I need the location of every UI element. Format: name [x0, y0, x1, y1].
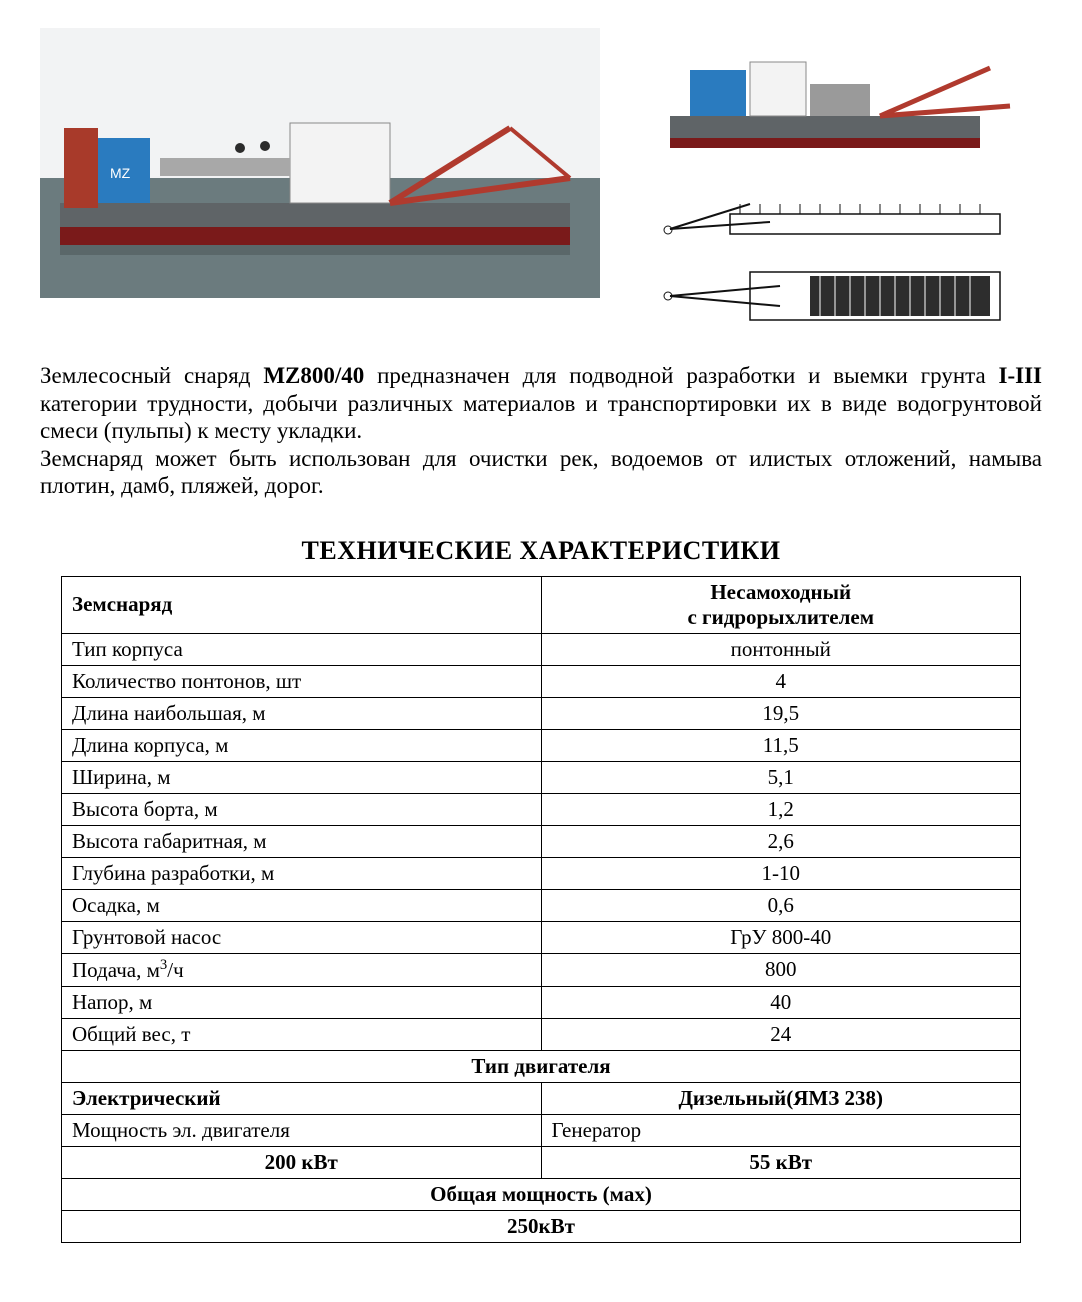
spec-label: Глубина разработки, м — [62, 857, 542, 889]
spec-value: 2,6 — [541, 825, 1021, 857]
header-right-line1: Несамоходный — [710, 580, 851, 604]
spec-label: Тип корпуса — [62, 633, 542, 665]
spec-value: 1,2 — [541, 793, 1021, 825]
model-name: MZ800/40 — [263, 363, 364, 388]
spec-value: 40 — [541, 986, 1021, 1018]
engine-type-header: Тип двигателя — [62, 1050, 1021, 1082]
spec-label: Грунтовой насос — [62, 921, 542, 953]
spec-label: Подача, м3/ч — [62, 953, 542, 986]
spec-value: ГрУ 800-40 — [541, 921, 1021, 953]
spec-value: 5,1 — [541, 761, 1021, 793]
engine-diesel-label: Дизельный(ЯМЗ 238) — [541, 1082, 1021, 1114]
category: I-III — [999, 363, 1042, 388]
desc-text: предназначен для подводной разработки и … — [364, 363, 998, 388]
spec-value: 1-10 — [541, 857, 1021, 889]
spec-value: 11,5 — [541, 729, 1021, 761]
spec-value: 4 — [541, 665, 1021, 697]
description-paragraphs: Землесосный снаряд MZ800/40 предназначен… — [40, 362, 1042, 500]
table-header-right: Несамоходный с гидрорыхлителем — [541, 576, 1021, 633]
spec-value: 19,5 — [541, 697, 1021, 729]
total-power-header: Общая мощность (мах) — [62, 1178, 1021, 1210]
dredger-render — [630, 28, 1030, 168]
section-title: ТЕХНИЧЕСКИЕ ХАРАКТЕРИСТИКИ — [40, 536, 1042, 566]
spec-label: Общий вес, т — [62, 1018, 542, 1050]
spec-value: 24 — [541, 1018, 1021, 1050]
table-header-left: Земснаряд — [62, 576, 542, 633]
desc-text: категории трудности, добычи различных ма… — [40, 391, 1042, 444]
spec-label: Высота габаритная, м — [62, 825, 542, 857]
spec-value: 0,6 — [541, 889, 1021, 921]
image-row: MZ — [40, 28, 1042, 336]
dredger-photo: MZ — [40, 28, 600, 298]
spec-label: Высота борта, м — [62, 793, 542, 825]
desc-text: Землесосный снаряд — [40, 363, 263, 388]
power-electric: 200 кВт — [62, 1146, 542, 1178]
header-right-line2: с гидрорыхлителем — [687, 605, 874, 629]
spec-value: 800 — [541, 953, 1021, 986]
spec-label: Количество понтонов, шт — [62, 665, 542, 697]
motor-label: Мощность эл. двигателя — [62, 1114, 542, 1146]
spec-table: Земснаряд Несамоходный с гидрорыхлителем… — [61, 576, 1021, 1243]
spec-label: Осадка, м — [62, 889, 542, 921]
spec-label: Ширина, м — [62, 761, 542, 793]
engine-electric-label: Электрический — [62, 1082, 542, 1114]
spec-label: Длина наибольшая, м — [62, 697, 542, 729]
total-power-value: 250кВт — [62, 1210, 1021, 1242]
desc-text-2: Земснаряд может быть использован для очи… — [40, 446, 1042, 499]
power-diesel: 55 кВт — [541, 1146, 1021, 1178]
spec-label: Длина корпуса, м — [62, 729, 542, 761]
dredger-side-drawing — [630, 174, 1030, 250]
generator-label: Генератор — [541, 1114, 1021, 1146]
spec-label: Напор, м — [62, 986, 542, 1018]
svg-text:MZ: MZ — [110, 165, 131, 181]
spec-value: понтонный — [541, 633, 1021, 665]
dredger-top-drawing — [630, 256, 1030, 336]
